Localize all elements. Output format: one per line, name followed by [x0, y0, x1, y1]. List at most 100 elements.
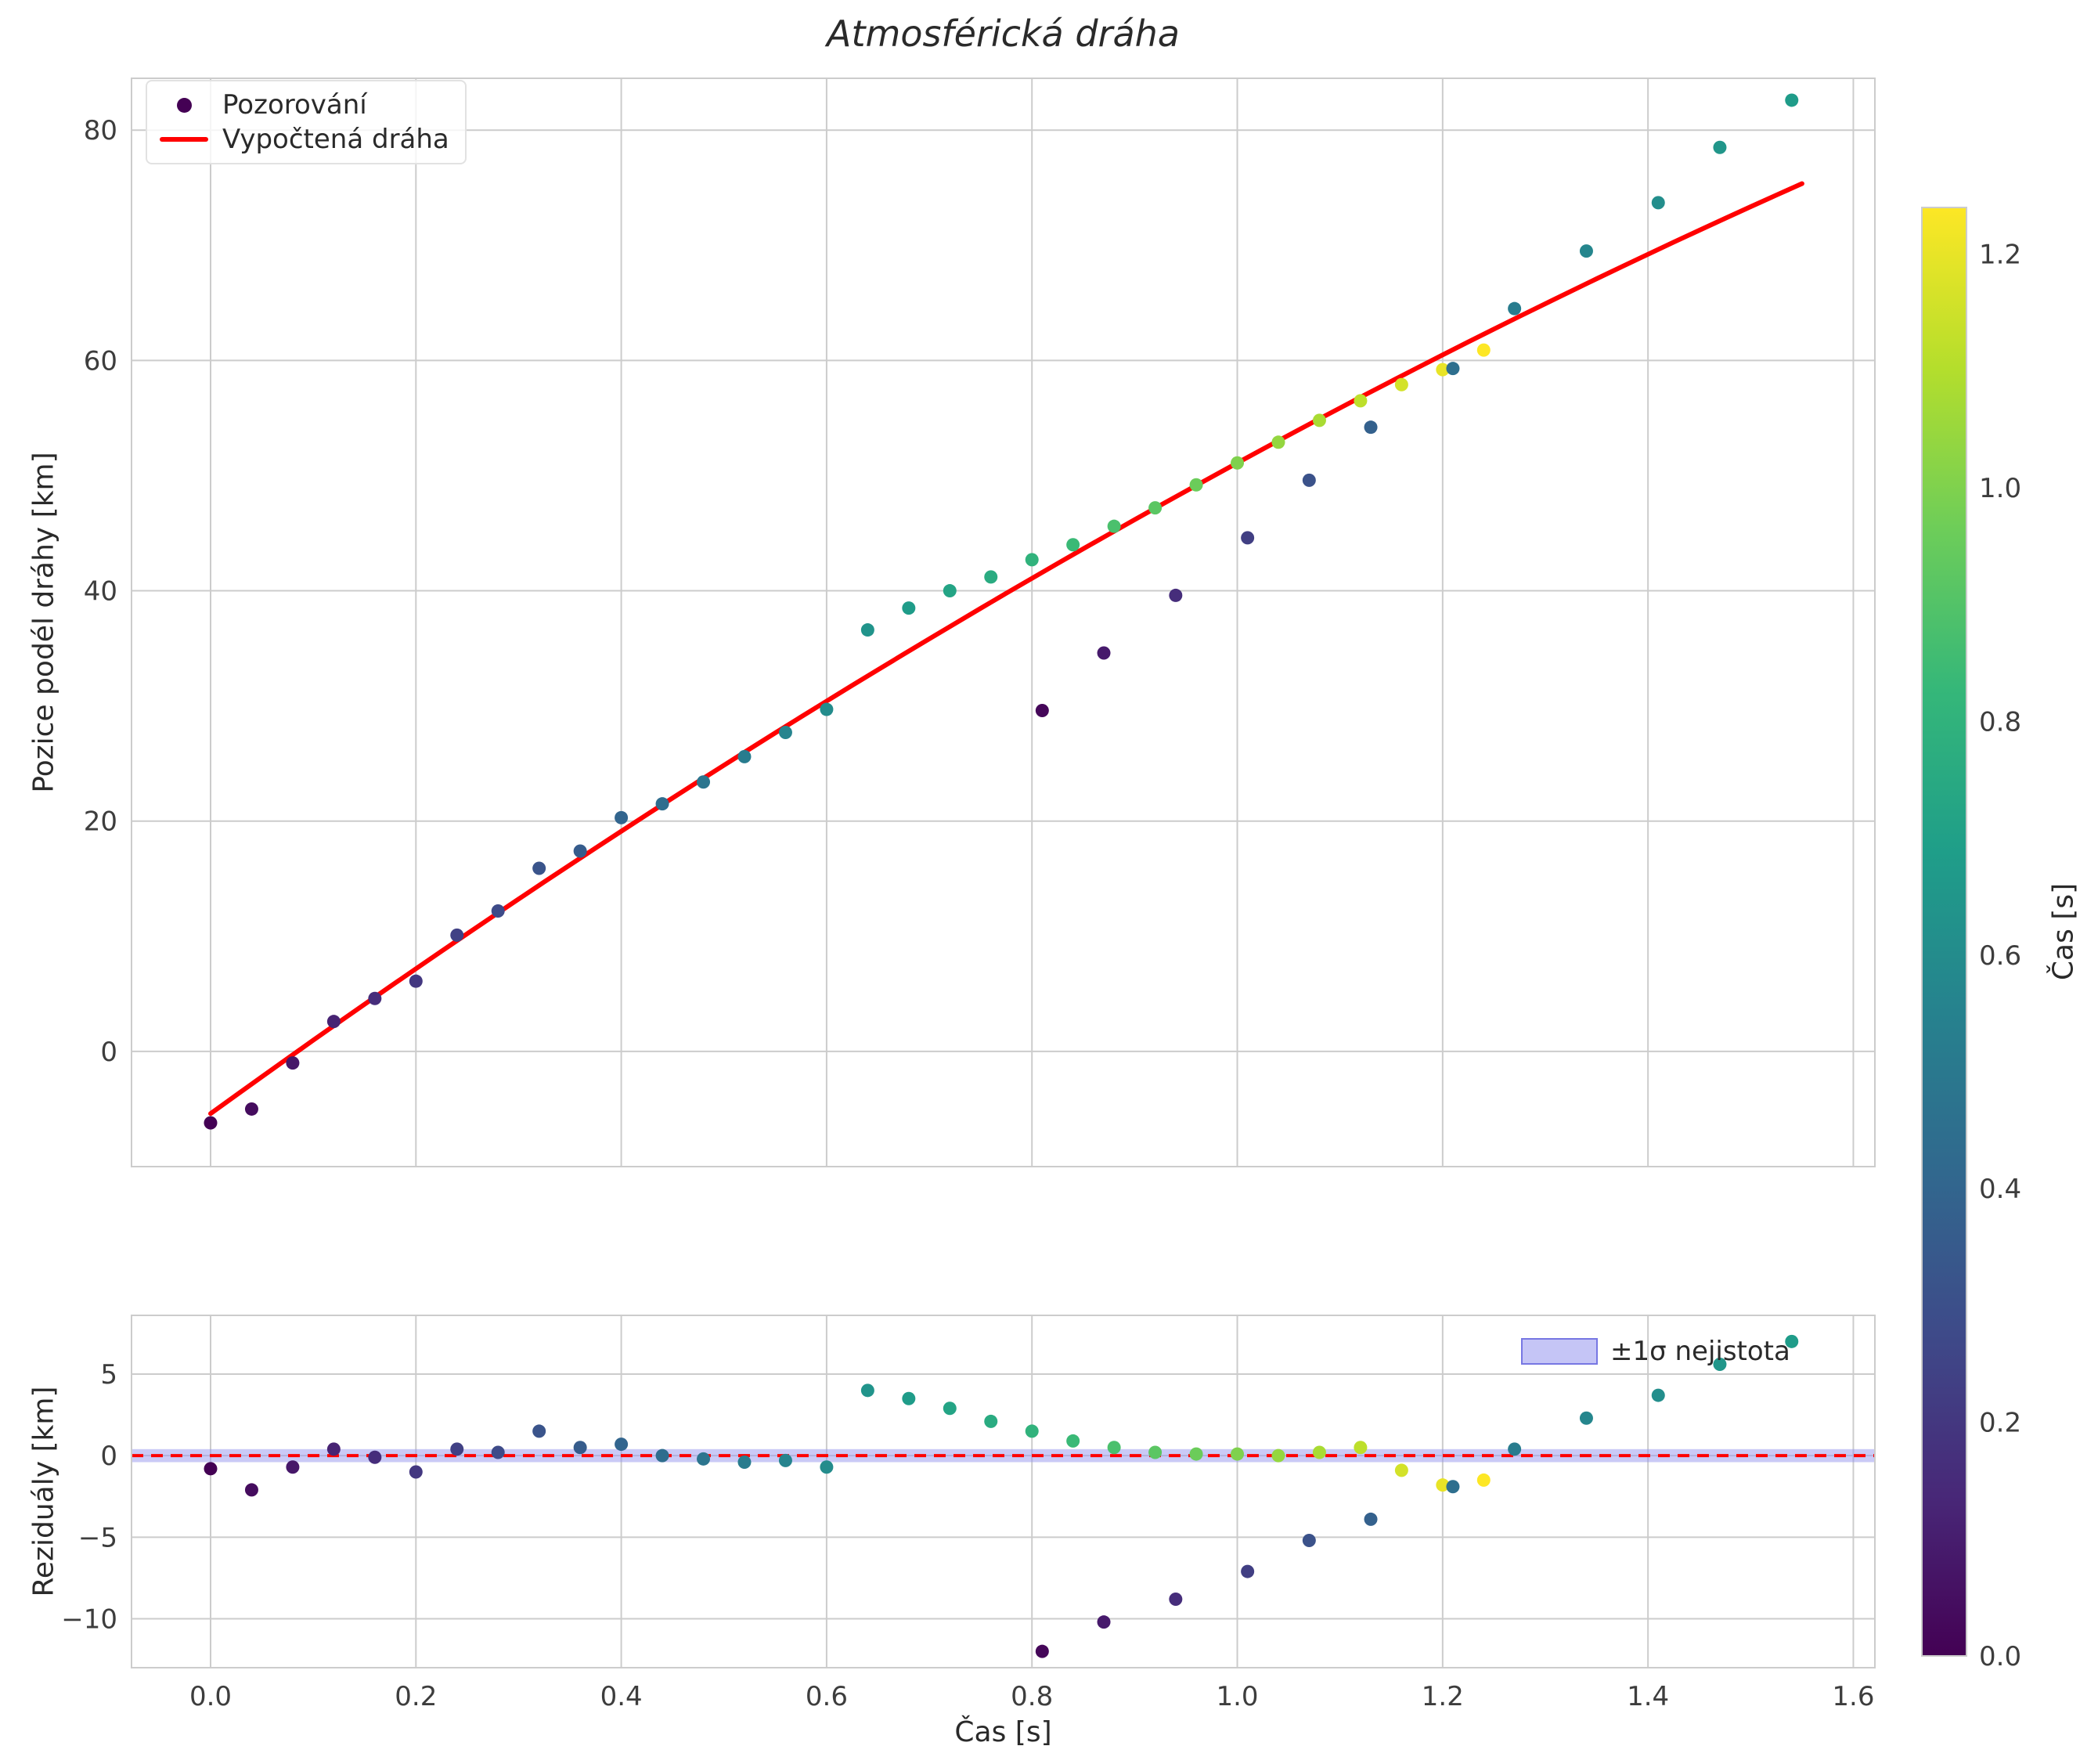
scatter-point	[1148, 501, 1163, 515]
scatter-point	[860, 623, 874, 637]
scatter-point	[943, 584, 957, 598]
residual-point	[1651, 1388, 1665, 1402]
residual-point	[820, 1460, 834, 1474]
scatter-point	[1035, 704, 1049, 718]
colorbar-tick-label: 1.2	[1979, 240, 2021, 271]
scatter-point	[984, 570, 998, 584]
residual-point	[204, 1462, 218, 1476]
scatter-point	[286, 1056, 300, 1070]
scatter-point	[697, 775, 711, 789]
scatter-point	[902, 601, 916, 615]
y-tick-label: 0	[100, 1037, 117, 1068]
y-tick-label: −10	[61, 1604, 117, 1636]
residual-point	[368, 1450, 382, 1464]
x-tick-label: 0.0	[189, 1681, 232, 1712]
fit-line-icon	[158, 137, 210, 142]
scatter-point	[573, 844, 587, 858]
residual-point	[778, 1453, 792, 1467]
y-tick-label: 20	[84, 806, 117, 838]
residual-point	[1271, 1448, 1285, 1463]
residual-point	[737, 1456, 752, 1469]
residual-point	[1476, 1473, 1491, 1487]
axes-spine-bottom	[131, 1315, 1876, 1668]
residual-point	[984, 1414, 998, 1428]
residual-point	[1394, 1463, 1408, 1477]
colorbar-tick-label: 1.0	[1979, 473, 2021, 504]
scatter-point	[655, 797, 669, 811]
y-tick-label: 5	[100, 1359, 117, 1391]
observation-marker-icon	[158, 97, 210, 113]
residual-point	[1436, 1478, 1450, 1492]
residual-point	[1354, 1441, 1368, 1455]
scatter-point	[1354, 394, 1368, 408]
scatter-point	[737, 749, 752, 763]
colorbar-outline	[1921, 207, 1967, 1657]
y-tick-label: 60	[84, 345, 117, 377]
residual-point	[326, 1442, 341, 1456]
scatter-point	[244, 1102, 258, 1116]
x-tick-label: 1.2	[1422, 1681, 1464, 1712]
residual-point	[1364, 1512, 1378, 1526]
scatter-point	[1579, 244, 1593, 258]
residual-point	[943, 1401, 957, 1416]
legend-observations-label: Pozorování	[222, 89, 367, 121]
colorbar-tick-label: 0.4	[1979, 1174, 2021, 1205]
residual-point	[1066, 1434, 1080, 1448]
scatter-point	[1231, 456, 1245, 470]
x-tick-label: 0.2	[395, 1681, 437, 1712]
residual-point	[655, 1448, 669, 1463]
scatter-point	[204, 1116, 218, 1130]
residual-point	[1231, 1447, 1245, 1461]
residual-point	[1025, 1424, 1039, 1438]
fit-curve	[208, 181, 1804, 1116]
scatter-point	[778, 725, 792, 739]
residual-point	[1312, 1445, 1326, 1459]
axes-spine-top	[131, 78, 1876, 1167]
scatter-point	[1713, 140, 1727, 154]
residual-point	[1713, 1358, 1727, 1371]
legend-item-observations: Pozorování	[158, 88, 449, 122]
residual-point	[409, 1465, 423, 1479]
residual-point	[244, 1483, 258, 1497]
scatter-point	[1364, 420, 1378, 435]
residual-point	[1241, 1564, 1255, 1578]
scatter-point	[1785, 93, 1799, 107]
scatter-point	[1271, 435, 1285, 449]
scatter-point	[1066, 538, 1080, 552]
scatter-point	[326, 1015, 341, 1029]
scatter-point	[532, 861, 546, 875]
legend-fit-label: Vypočtená dráha	[222, 124, 449, 155]
y-axis-label-top: Pozice podél dráhy [km]	[27, 452, 60, 793]
residual-point	[1107, 1441, 1121, 1455]
residual-point	[615, 1438, 629, 1452]
scatter-point	[1394, 377, 1408, 391]
residual-point	[1189, 1447, 1203, 1461]
residual-point	[573, 1441, 587, 1455]
residual-point	[1097, 1615, 1111, 1629]
x-tick-label: 0.6	[806, 1681, 848, 1712]
residual-point	[860, 1383, 874, 1398]
legend-trajectory: Pozorování Vypočtená dráha	[146, 80, 467, 164]
scatter-point	[1312, 413, 1326, 427]
scatter-point	[1302, 473, 1316, 487]
residual-point	[1148, 1445, 1163, 1459]
colorbar	[1922, 207, 1966, 1656]
residual-point	[1785, 1334, 1799, 1348]
y-tick-label: 0	[100, 1441, 117, 1472]
chart-title: Atmosférická dráha	[827, 13, 1180, 55]
colorbar-tick-label: 0.0	[1979, 1641, 2021, 1672]
legend-residuals: ±1σ nejistota	[1521, 1336, 1790, 1367]
x-tick-label: 1.0	[1216, 1681, 1258, 1712]
residual-point	[1579, 1411, 1593, 1425]
residual-point	[1302, 1534, 1316, 1547]
x-tick-label: 1.6	[1832, 1681, 1874, 1712]
scatter-point	[409, 974, 423, 988]
residual-point	[1446, 1480, 1460, 1494]
scatter-point	[1446, 362, 1460, 376]
legend-band-label: ±1σ nejistota	[1610, 1336, 1790, 1367]
colorbar-tick-label: 0.8	[1979, 706, 2021, 738]
scatter-point	[615, 810, 629, 824]
residual-point	[450, 1442, 464, 1456]
